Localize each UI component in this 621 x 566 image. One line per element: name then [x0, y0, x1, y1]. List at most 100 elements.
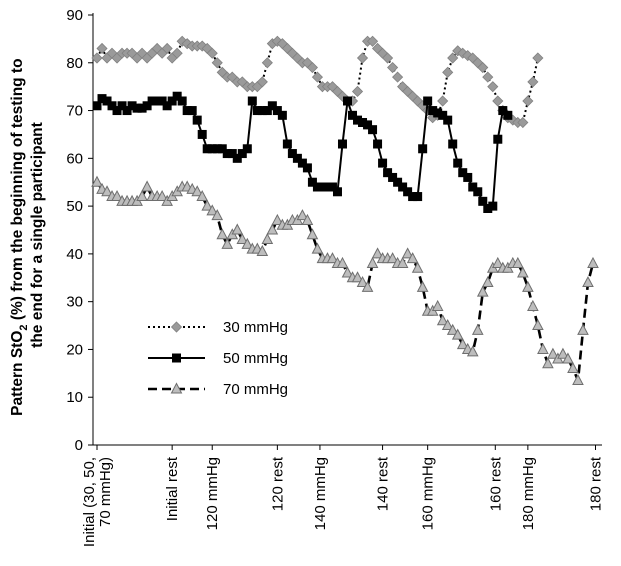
data-point	[261, 57, 273, 69]
data-point	[481, 275, 494, 288]
data-point	[167, 96, 177, 106]
x-tick-label: 180 mmHg	[520, 457, 537, 530]
data-point	[172, 91, 182, 101]
data-point	[107, 101, 117, 111]
series-line	[95, 181, 595, 382]
data-point	[262, 106, 272, 116]
data-point	[527, 76, 539, 88]
data-point	[466, 345, 479, 357]
data-point	[532, 318, 544, 331]
data-point	[142, 101, 152, 111]
data-point	[261, 232, 274, 245]
data-point	[242, 144, 252, 154]
data-point	[136, 189, 148, 202]
y-tick-label: 20	[66, 341, 83, 358]
y-tick-label: 40	[66, 246, 83, 263]
data-point	[411, 261, 424, 273]
data-point	[537, 342, 549, 354]
data-point	[456, 338, 469, 350]
data-point	[256, 76, 268, 88]
data-point	[482, 71, 494, 83]
data-point	[441, 318, 454, 331]
data-point	[393, 177, 403, 187]
x-tick-label: 180 rest	[587, 456, 604, 511]
y-axis-title-line2: the end for a single participant	[29, 122, 46, 348]
legend-marker	[172, 353, 181, 363]
data-point	[152, 96, 162, 106]
data-point	[92, 101, 102, 111]
data-point	[512, 256, 524, 268]
data-point	[557, 347, 569, 359]
x-tick-label: 120 rest	[269, 456, 286, 511]
data-point	[351, 271, 364, 283]
data-point	[491, 256, 504, 268]
legend-marker	[170, 321, 183, 333]
y-tick-label: 10	[66, 389, 83, 406]
data-point	[231, 223, 244, 235]
data-point	[448, 139, 458, 149]
data-point	[527, 299, 539, 311]
data-point	[296, 209, 309, 221]
data-point	[282, 139, 292, 149]
data-point	[212, 144, 222, 154]
y-tick-label: 60	[66, 150, 83, 167]
data-point	[111, 189, 123, 202]
data-point	[202, 144, 212, 154]
data-point	[206, 47, 218, 59]
data-point	[378, 158, 388, 168]
data-point	[398, 182, 408, 192]
data-point	[191, 185, 204, 197]
data-point	[356, 52, 369, 64]
data-point	[97, 94, 107, 104]
data-point	[137, 103, 147, 113]
data-point	[192, 115, 202, 125]
data-point	[196, 189, 209, 202]
data-point	[162, 101, 172, 111]
data-point	[297, 158, 307, 168]
y-axis-title: Pattern StO2 (%) from the beginning of t…	[9, 54, 46, 416]
data-point	[348, 110, 358, 120]
data-point	[91, 52, 103, 64]
data-point	[463, 172, 473, 182]
data-point	[413, 192, 423, 202]
data-point	[307, 177, 317, 187]
x-axis: Initial (30, 50,70 mmHg) Initial rest 120 …	[81, 444, 604, 547]
data-point	[336, 256, 349, 268]
data-point	[443, 115, 453, 125]
data-point	[211, 57, 223, 69]
data-point	[356, 275, 369, 288]
data-point	[267, 101, 277, 111]
x-tick-label: Initial rest	[164, 456, 181, 521]
data-point	[477, 61, 489, 74]
data-point	[337, 139, 347, 149]
data-point	[211, 209, 224, 221]
data-point	[363, 120, 373, 130]
legend-label: 70 mmHg	[223, 381, 288, 398]
data-point	[437, 95, 449, 107]
data-point	[132, 103, 142, 113]
data-point	[266, 223, 279, 235]
data-point	[498, 106, 508, 116]
data-point	[468, 182, 478, 192]
data-point	[161, 42, 173, 55]
y-tick-label: 80	[66, 55, 83, 72]
y-tick-label: 90	[66, 7, 83, 24]
y-axis: 0 10 20 30 40 50 60 70 80 90	[66, 7, 94, 454]
data-point	[522, 280, 534, 292]
data-point	[207, 144, 217, 154]
data-point	[503, 110, 513, 120]
y-tick-label: 70	[66, 103, 83, 120]
series-70-mmhg	[91, 175, 599, 385]
data-point	[542, 357, 554, 369]
data-point	[572, 373, 584, 385]
data-point	[428, 106, 438, 116]
data-point	[312, 182, 322, 192]
data-point	[96, 42, 108, 55]
y-axis-title-subscript: 2	[18, 324, 30, 330]
data-point	[451, 328, 464, 340]
data-point	[492, 95, 504, 107]
y-tick-label: 50	[66, 198, 83, 215]
data-point	[257, 106, 267, 116]
data-point	[366, 35, 379, 47]
